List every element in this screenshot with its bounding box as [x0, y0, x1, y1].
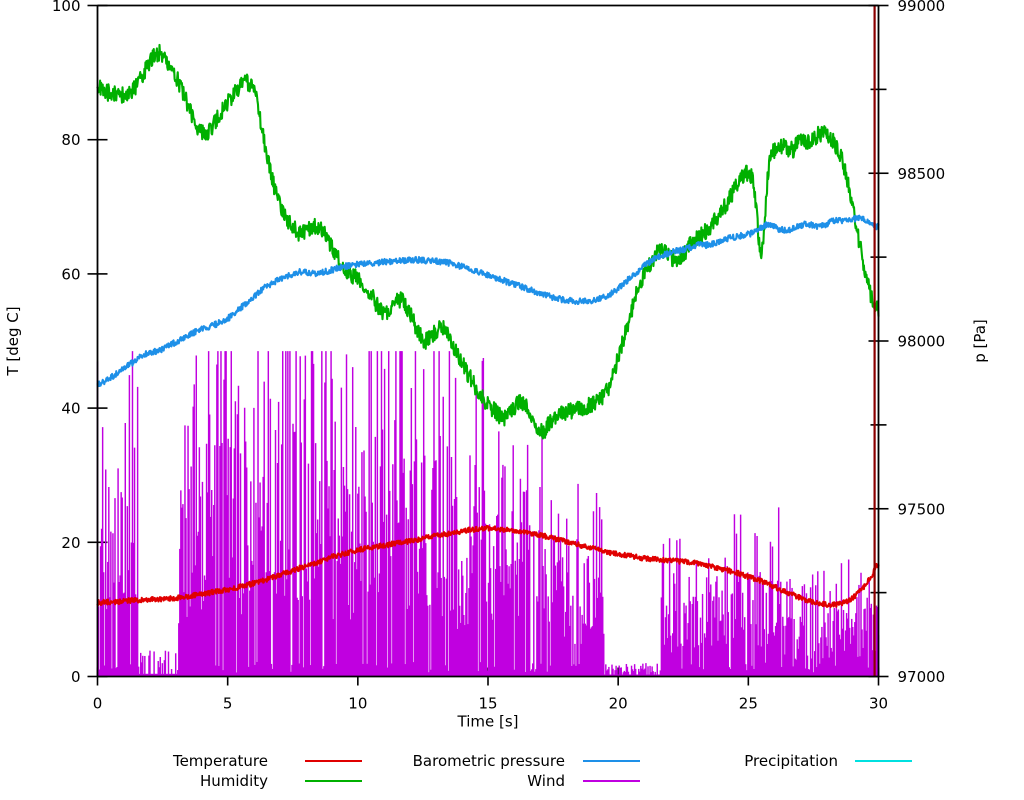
x-tick-label: 25	[739, 695, 758, 713]
series-group	[96, 43, 880, 677]
x-tick-label: 30	[869, 695, 888, 713]
legend-item-humidity[interactable]: Humidity	[200, 772, 362, 790]
legend-label-wind: Wind	[527, 772, 565, 790]
y-right-tick-label: 99000	[898, 0, 946, 15]
legend: Temperature Humidity Barometric pressure Wi…	[172, 752, 912, 790]
legend-label-temperature: Temperature	[172, 752, 268, 770]
legend-item-barometric-pressure[interactable]: Barometric pressure	[413, 752, 640, 770]
axis-titles: Time [s] T [deg C] p [Pa]	[4, 306, 989, 730]
legend-label-barometric-pressure: Barometric pressure	[413, 752, 565, 770]
x-axis-title: Time [s]	[457, 713, 519, 731]
x-axis-ticks: 0 5 10 15 20 25 30	[93, 667, 888, 713]
y-axis-right-title: p [Pa]	[971, 319, 989, 363]
x-tick-label: 15	[478, 695, 497, 713]
y-axis-left-title: T [deg C]	[4, 306, 22, 376]
y-left-tick-label: 40	[61, 400, 80, 418]
series-barometric-pressure	[96, 214, 880, 388]
series-temperature	[96, 524, 880, 609]
y-left-tick-label: 60	[61, 265, 80, 283]
y-left-tick-label: 80	[61, 131, 80, 149]
series-humidity	[96, 43, 880, 440]
y-axis-right-ticks: 97000 97500 98000 98500 99000	[868, 0, 946, 686]
legend-item-precipitation[interactable]: Precipitation	[744, 752, 912, 770]
legend-item-wind[interactable]: Wind	[527, 772, 640, 790]
y-right-tick-label: 98000	[898, 333, 946, 351]
y-right-tick-label: 98500	[898, 165, 946, 183]
x-tick-label: 20	[609, 695, 628, 713]
x-tick-label: 0	[93, 695, 103, 713]
y-left-tick-label: 20	[61, 534, 80, 552]
series-wind	[96, 351, 880, 677]
plot-frame	[96, 4, 880, 678]
y-right-tick-label: 97500	[898, 500, 946, 518]
x-tick-label: 10	[348, 695, 367, 713]
legend-item-temperature[interactable]: Temperature	[172, 752, 362, 770]
y-left-tick-label: 0	[71, 668, 81, 686]
x-tick-label: 5	[223, 695, 233, 713]
y-left-tick-label: 100	[52, 0, 81, 15]
legend-label-precipitation: Precipitation	[744, 752, 838, 770]
legend-label-humidity: Humidity	[200, 772, 268, 790]
y-axis-left-ticks: 0 20 40 60 80 100	[52, 0, 108, 686]
y-right-tick-label: 97000	[898, 668, 946, 686]
